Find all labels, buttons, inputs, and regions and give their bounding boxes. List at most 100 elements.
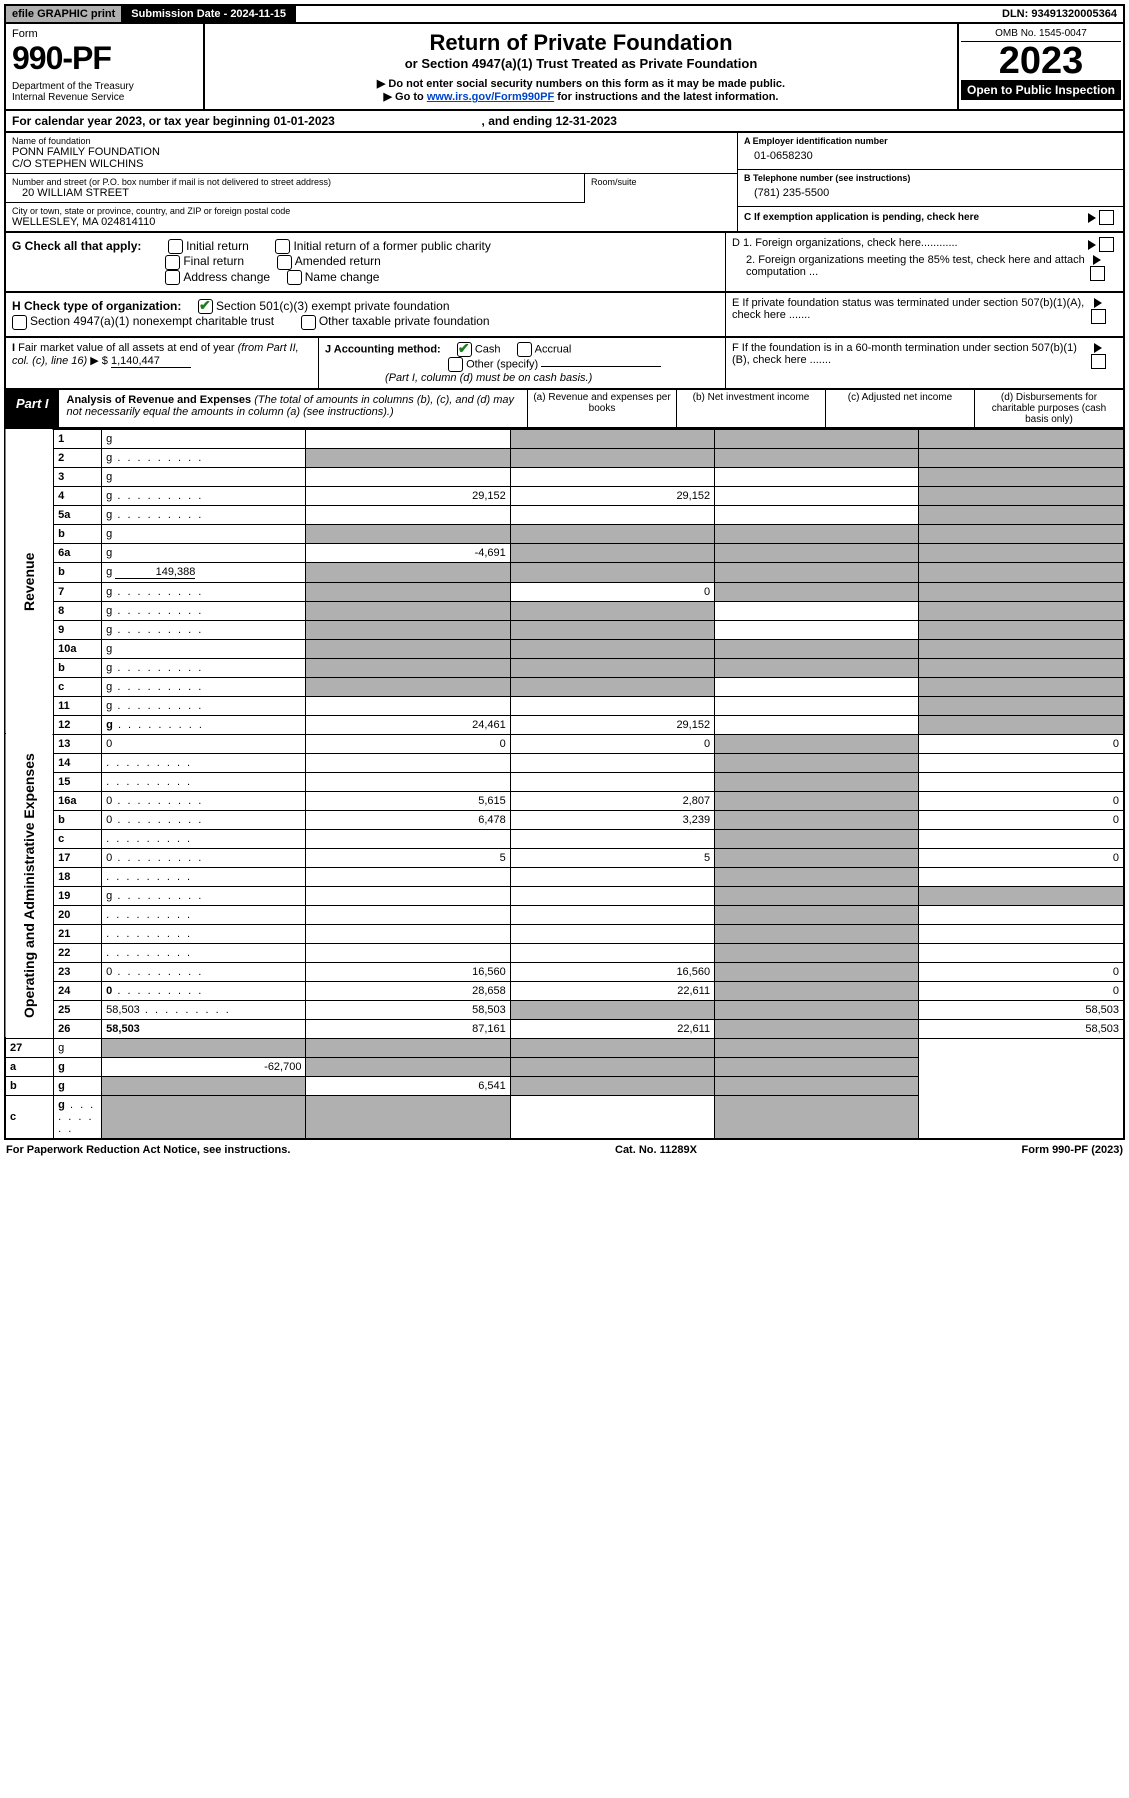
- d1-checkbox[interactable]: [1099, 237, 1114, 252]
- cell-amount: 3,239: [510, 810, 714, 829]
- cell-grey: [510, 639, 714, 658]
- other-method-cb[interactable]: [448, 357, 463, 372]
- final-return-cb[interactable]: [165, 255, 180, 270]
- line-desc: [102, 753, 306, 772]
- j-label: J Accounting method:: [325, 343, 441, 355]
- address-change-cb[interactable]: [165, 270, 180, 285]
- side-label: Operating and Administrative Expenses: [5, 734, 54, 1038]
- fmv-value: 1,140,447: [111, 355, 191, 368]
- g-label: G Check all that apply:: [12, 239, 141, 253]
- foundation-name-label: Name of foundation: [12, 136, 731, 146]
- cell-amount: [510, 943, 714, 962]
- 4947a1-cb[interactable]: [12, 315, 27, 330]
- arrow-icon: [1094, 298, 1102, 308]
- cell-grey: [919, 639, 1124, 658]
- initial-return-cb[interactable]: [168, 239, 183, 254]
- cell-amount: [510, 696, 714, 715]
- line-desc: g: [54, 1038, 102, 1057]
- cell-grey: [919, 448, 1124, 467]
- line-desc: g: [102, 715, 306, 734]
- other-taxable-cb[interactable]: [301, 315, 316, 330]
- cell-amount: 16,560: [510, 962, 714, 981]
- cell-grey: [306, 448, 510, 467]
- cell-amount: [919, 924, 1124, 943]
- cell-amount: -4,691: [306, 543, 510, 562]
- line-number: 21: [54, 924, 102, 943]
- cell-amount: 29,152: [510, 715, 714, 734]
- cell-amount: 5,615: [306, 791, 510, 810]
- line-number: 3: [54, 467, 102, 486]
- cell-amount: 0: [919, 848, 1124, 867]
- cell-grey: [919, 582, 1124, 601]
- cell-amount: [510, 886, 714, 905]
- d2-checkbox[interactable]: [1090, 266, 1105, 281]
- cell-grey: [715, 753, 919, 772]
- cell-grey: [919, 486, 1124, 505]
- cell-grey: [102, 1038, 306, 1057]
- cell-amount: [306, 772, 510, 791]
- line-desc: 0: [102, 810, 306, 829]
- cell-amount: 24,461: [306, 715, 510, 734]
- e-checkbox[interactable]: [1091, 309, 1106, 324]
- cell-amount: [919, 867, 1124, 886]
- cell-amount: [715, 486, 919, 505]
- efile-label[interactable]: efile GRAPHIC print: [6, 6, 123, 22]
- line-desc: g: [102, 582, 306, 601]
- line-number: 18: [54, 867, 102, 886]
- cell-grey: [510, 543, 714, 562]
- cell-amount: [715, 505, 919, 524]
- line-number: b: [54, 524, 102, 543]
- line-number: b: [5, 1076, 54, 1095]
- cell-amount: [306, 467, 510, 486]
- telephone: (781) 235-5500: [744, 183, 1117, 203]
- cell-grey: [715, 810, 919, 829]
- name-change-cb[interactable]: [287, 270, 302, 285]
- form-header: Form 990-PF Department of the Treasury I…: [4, 24, 1125, 111]
- line-desc: 0: [102, 848, 306, 867]
- exemption-pending-label: C If exemption application is pending, c…: [744, 212, 979, 223]
- line-number: 17: [54, 848, 102, 867]
- cell-grey: [715, 562, 919, 582]
- arrow-icon: [1093, 255, 1101, 265]
- cell-grey: [510, 620, 714, 639]
- initial-former-cb[interactable]: [275, 239, 290, 254]
- cell-grey: [306, 582, 510, 601]
- cell-grey: [919, 429, 1124, 448]
- ijf-row: I Fair market value of all assets at end…: [4, 338, 1125, 390]
- cell-amount: [919, 772, 1124, 791]
- cell-amount: [510, 867, 714, 886]
- amended-return-cb[interactable]: [277, 255, 292, 270]
- d1-label: D 1. Foreign organizations, check here..…: [732, 237, 958, 252]
- cell-grey: [715, 1000, 919, 1019]
- line-number: c: [54, 829, 102, 848]
- cell-amount: 16,560: [306, 962, 510, 981]
- line-number: b: [54, 810, 102, 829]
- form-title: Return of Private Foundation: [215, 30, 947, 56]
- check-row-he: H Check type of organization: Section 50…: [4, 293, 1125, 338]
- line-desc: 0: [102, 791, 306, 810]
- line-desc: 58,503: [102, 1019, 306, 1038]
- cell-grey: [715, 448, 919, 467]
- calendar-year-row: For calendar year 2023, or tax year begi…: [4, 111, 1125, 133]
- f-checkbox[interactable]: [1091, 354, 1106, 369]
- cell-amount: -62,700: [102, 1057, 306, 1076]
- col-c-header: (c) Adjusted net income: [825, 390, 974, 427]
- cash-cb[interactable]: [457, 342, 472, 357]
- cell-grey: [715, 1076, 919, 1095]
- irs-link[interactable]: www.irs.gov/Form990PF: [427, 91, 554, 103]
- cell-grey: [919, 677, 1124, 696]
- cell-amount: 0: [306, 734, 510, 753]
- cell-grey: [919, 715, 1124, 734]
- form-subtitle: or Section 4947(a)(1) Trust Treated as P…: [215, 56, 947, 71]
- accrual-cb[interactable]: [517, 342, 532, 357]
- address-label: Number and street (or P.O. box number if…: [12, 177, 578, 187]
- cell-grey: [919, 658, 1124, 677]
- line-desc: 0: [102, 981, 306, 1000]
- exemption-checkbox[interactable]: [1099, 210, 1114, 225]
- 501c3-cb[interactable]: [198, 299, 213, 314]
- cell-grey: [306, 677, 510, 696]
- cell-grey: [715, 524, 919, 543]
- line-number: 14: [54, 753, 102, 772]
- tax-year: 2023: [961, 42, 1121, 80]
- cell-amount: 58,503: [919, 1000, 1124, 1019]
